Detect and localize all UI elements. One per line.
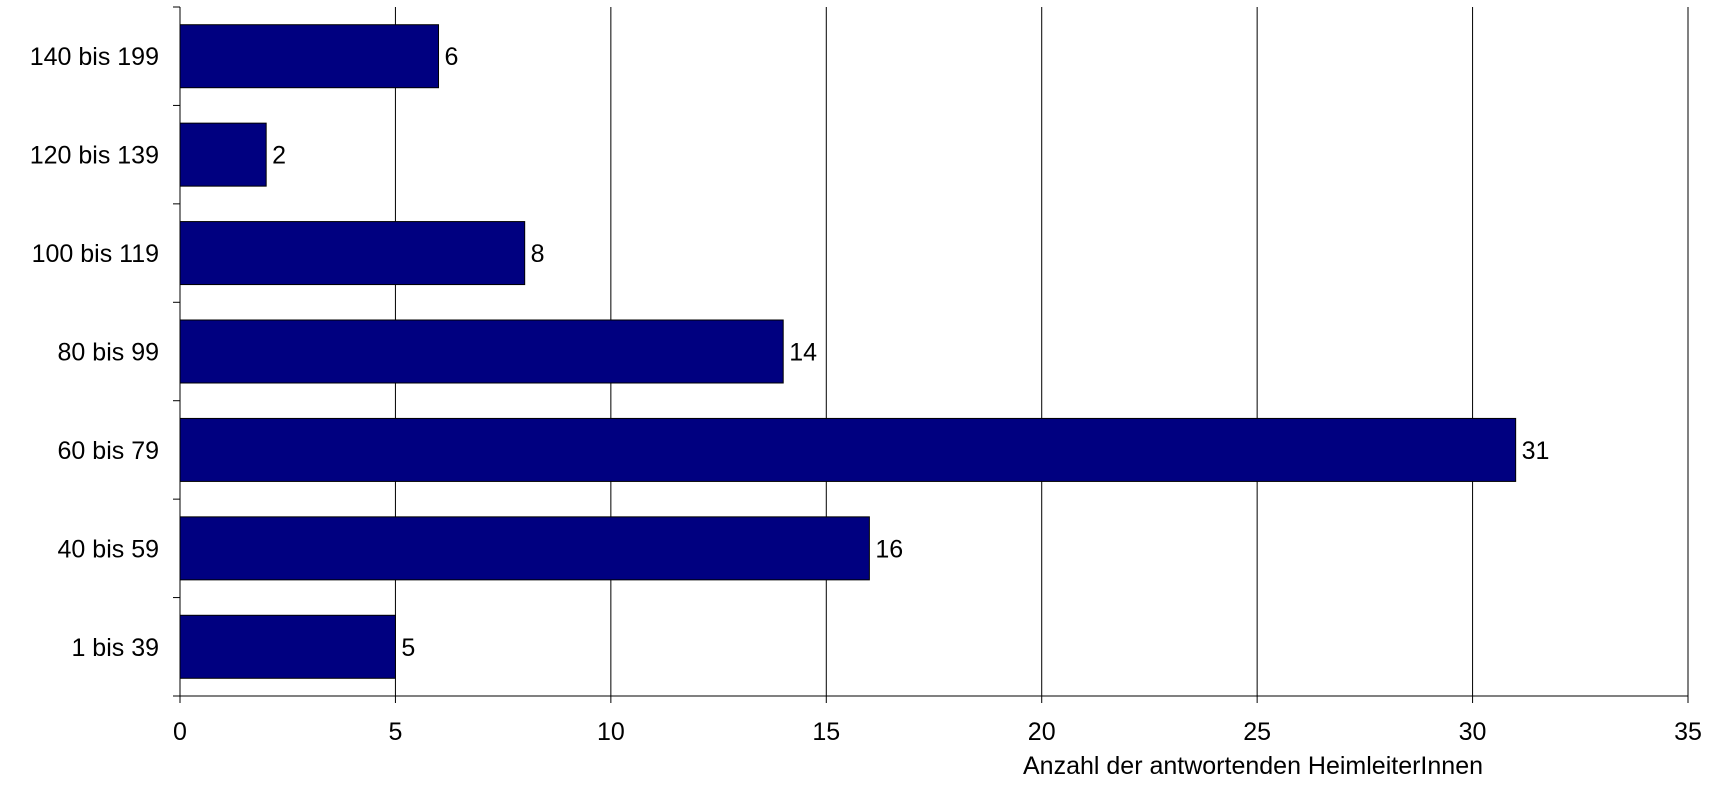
data-label-5: 16: [875, 535, 903, 563]
data-label-4: 31: [1522, 437, 1550, 465]
category-label-4: 60 bis 79: [58, 437, 159, 465]
x-tick-label-35: 35: [1674, 718, 1702, 746]
x-tick-label-10: 10: [597, 718, 625, 746]
data-label-2: 8: [531, 240, 545, 268]
x-tick-label-5: 5: [388, 718, 402, 746]
x-tick-label-20: 20: [1028, 718, 1056, 746]
data-label-6: 5: [401, 634, 415, 662]
gridlines: [394, 7, 1689, 696]
x-tick-label-0: 0: [173, 718, 187, 746]
data-label-3: 14: [789, 339, 817, 367]
data-label-0: 6: [445, 43, 459, 71]
x-axis-title: Anzahl der antwortenden HeimleiterInnen: [1023, 752, 1483, 780]
category-label-3: 80 bis 99: [58, 339, 159, 367]
bar-0: [179, 24, 440, 89]
x-tick-label-15: 15: [812, 718, 840, 746]
category-label-2: 100 bis 119: [32, 240, 159, 268]
category-label-1: 120 bis 139: [30, 142, 159, 170]
bar-5: [179, 516, 870, 581]
labels: 6 140 bis 199 2 120 bis 139 8 100 bis 119 14 80…: [30, 43, 1702, 746]
category-label-0: 140 bis 199: [30, 43, 159, 71]
axes: [173, 6, 1689, 703]
category-label-6: 1 bis 39: [71, 634, 159, 662]
bar-6: [179, 614, 396, 679]
bar-1: [179, 122, 267, 187]
x-tick-label-30: 30: [1459, 718, 1487, 746]
data-label-1: 2: [272, 142, 286, 170]
x-tick-label-25: 25: [1243, 718, 1271, 746]
bar-4: [179, 417, 1517, 482]
bar-3: [179, 319, 784, 384]
category-label-5: 40 bis 59: [58, 535, 159, 563]
bars: [179, 24, 1517, 679]
bar-2: [179, 221, 526, 286]
